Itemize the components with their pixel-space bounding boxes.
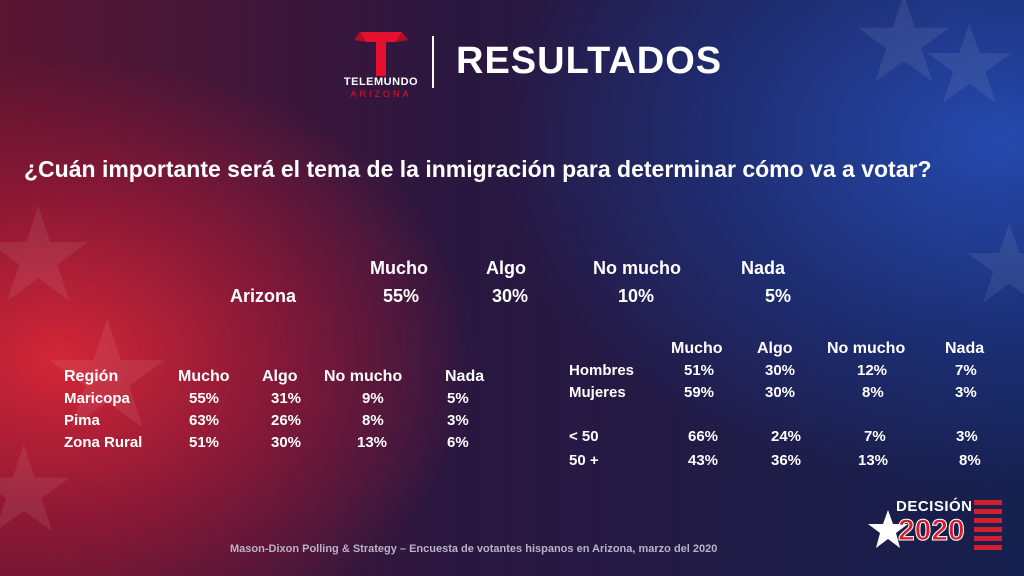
demo-header-no-mucho: No mucho (827, 340, 906, 357)
page-title: RESULTADOS (456, 40, 723, 82)
telemundo-t-icon (354, 32, 408, 76)
region-row-cell: 30% (271, 434, 302, 451)
demo-header-algo: Algo (757, 340, 793, 357)
region-row-cell: 13% (357, 434, 388, 451)
region-row-cell: 6% (447, 434, 469, 451)
overall-label: Arizona (230, 286, 297, 306)
demo-row-cell: 13% (858, 452, 889, 469)
demo-row-cell: 59% (684, 384, 715, 401)
overall-header-nada: Nada (741, 258, 786, 278)
survey-question: ¿Cuán importante será el tema de la inmi… (24, 156, 932, 182)
star-decoration: ★ (0, 182, 97, 328)
region-row-cell: 8% (362, 412, 384, 429)
overall-value-no-mucho: 10% (618, 286, 655, 306)
overall-header-no-mucho: No mucho (593, 258, 681, 278)
brand-region: ARIZONA (350, 89, 412, 99)
demo-row-cell: 24% (771, 428, 802, 445)
demo-row-name: Hombres (569, 362, 635, 379)
overall-value-mucho: 55% (383, 286, 420, 306)
demo-row-cell: 30% (765, 362, 796, 379)
overall-value-algo: 30% (492, 286, 529, 306)
region-row-cell: 9% (362, 390, 384, 407)
region-header-no-mucho: No mucho (324, 368, 403, 385)
demo-row-cell: 8% (862, 384, 884, 401)
region-row-name: Pima (64, 412, 100, 429)
brand-name: TELEMUNDO (343, 76, 419, 88)
region-header-algo: Algo (262, 368, 298, 385)
overall-header-algo: Algo (486, 258, 526, 278)
badge-line1: DECISIÓN (896, 498, 973, 515)
region-header-nada: Nada (445, 368, 485, 385)
demo-header-nada: Nada (945, 340, 985, 357)
region-header-label: Región (64, 368, 119, 385)
demo-row-cell: 30% (765, 384, 796, 401)
star-decoration: ★ (920, 3, 1019, 126)
header-divider (432, 36, 434, 88)
overall-header-mucho: Mucho (370, 258, 428, 278)
source-footer: Mason-Dixon Polling & Strategy – Encuest… (230, 543, 718, 555)
region-row-cell: 51% (189, 434, 220, 451)
demo-row-cell: 3% (955, 384, 977, 401)
badge-line2: 2020 (898, 514, 966, 548)
star-decoration: ★ (850, 0, 958, 107)
demo-row-cell: 36% (771, 452, 802, 469)
demo-row-cell: 3% (956, 428, 978, 445)
star-icon (868, 510, 908, 548)
star-decoration: ★ (960, 203, 1024, 326)
demo-row-cell: 8% (959, 452, 981, 469)
region-row-cell: 3% (447, 412, 469, 429)
region-row-cell: 55% (189, 390, 220, 407)
demo-row-cell: 7% (864, 428, 886, 445)
demo-row-name: 50 + (569, 452, 599, 469)
region-row-cell: 26% (271, 412, 302, 429)
telemundo-logo: TELEMUNDO ARIZONA (338, 30, 424, 100)
badge-graphic (868, 500, 1002, 550)
overall-value-nada: 5% (765, 286, 792, 306)
demo-row-cell: 7% (955, 362, 977, 379)
region-row-cell: 63% (189, 412, 220, 429)
demo-row-cell: 66% (688, 428, 719, 445)
region-row-name: Zona Rural (64, 434, 143, 451)
star-decoration: ★ (0, 423, 78, 557)
demo-row-cell: 43% (688, 452, 719, 469)
star-decoration: ★ (40, 291, 175, 459)
demo-row-name: < 50 (569, 428, 599, 445)
region-header-mucho: Mucho (178, 368, 230, 385)
demo-row-cell: 51% (684, 362, 715, 379)
region-row-name: Maricopa (64, 390, 130, 407)
demo-row-name: Mujeres (569, 384, 626, 401)
region-row-cell: 5% (447, 390, 469, 407)
decision-2020-badge: DECISIÓN 2020 (866, 498, 1006, 556)
demo-header-mucho: Mucho (671, 340, 723, 357)
demo-row-cell: 12% (857, 362, 888, 379)
region-row-cell: 31% (271, 390, 302, 407)
